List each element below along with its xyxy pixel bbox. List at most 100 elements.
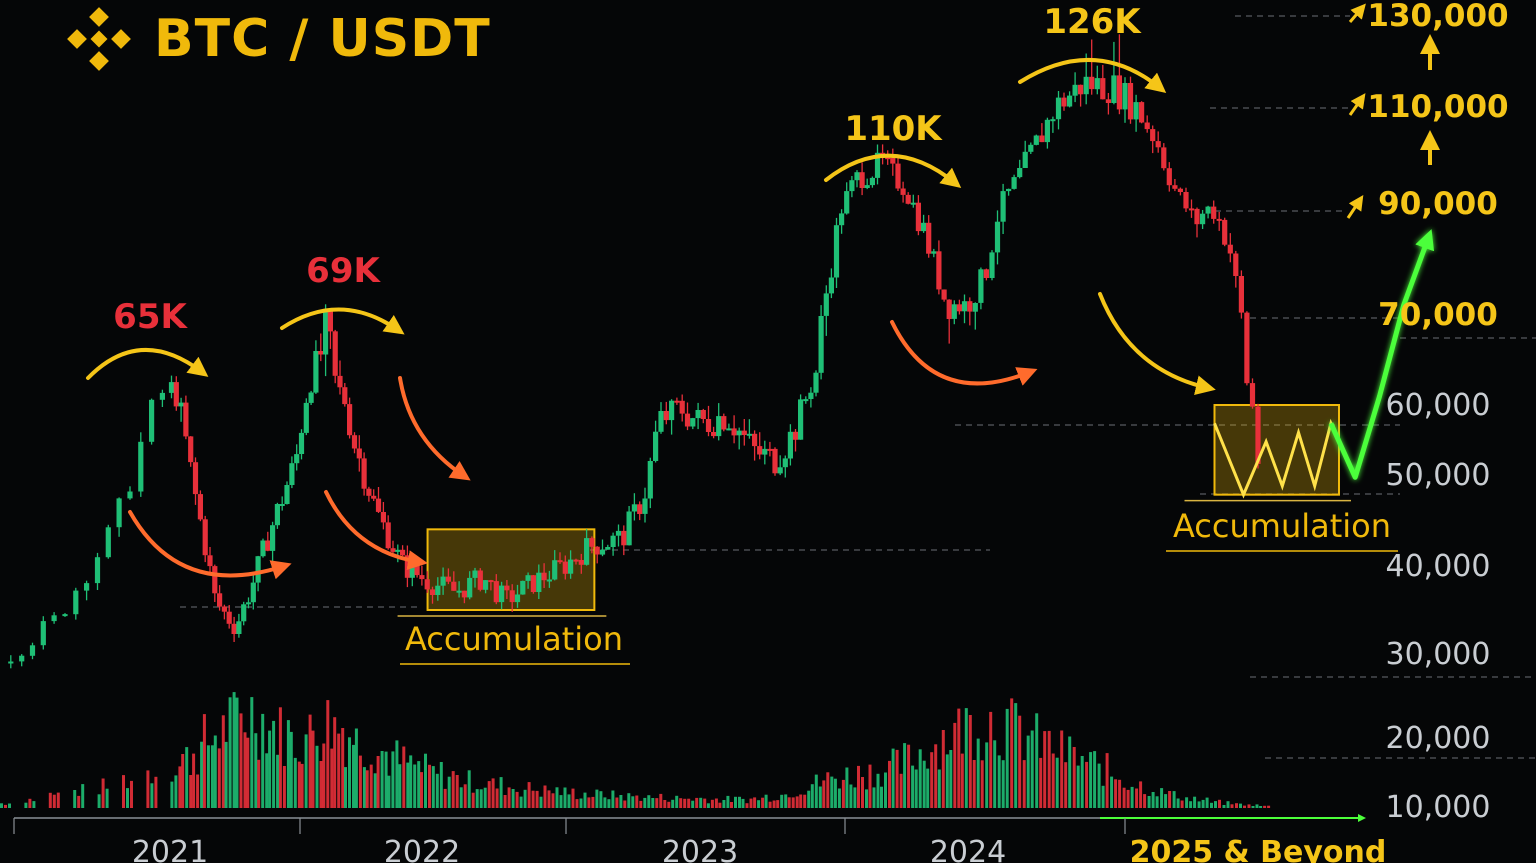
volume-bar xyxy=(289,731,293,808)
candle-body xyxy=(245,602,252,605)
candle-body xyxy=(327,309,333,332)
candle-body xyxy=(289,463,295,485)
candle-body xyxy=(762,448,768,455)
volume-bar xyxy=(891,748,895,808)
target-arrow xyxy=(1348,93,1366,116)
trend-arrows xyxy=(86,3,1440,580)
volume-bar xyxy=(1089,752,1093,808)
candle-body xyxy=(1039,135,1045,143)
candle-body xyxy=(642,498,648,514)
volume-bar xyxy=(354,728,358,808)
volume-bar xyxy=(603,797,607,808)
volume-bar xyxy=(1263,805,1267,808)
volume-bar xyxy=(330,748,334,808)
volume-bar xyxy=(551,793,555,808)
candle-body xyxy=(467,577,473,598)
volume-bar xyxy=(703,798,707,808)
candle-body xyxy=(1227,244,1233,254)
volume-bar xyxy=(761,797,765,808)
volume-bar xyxy=(420,772,423,808)
price-tick-label: 50,000 xyxy=(1386,458,1491,493)
candle-body xyxy=(1172,185,1178,189)
volume-bar xyxy=(495,788,499,808)
candle-body xyxy=(584,538,590,565)
candle-body xyxy=(1055,97,1062,120)
trend-arrow xyxy=(398,376,471,481)
candle-body xyxy=(127,491,133,499)
volume-bar xyxy=(547,790,551,808)
volume-bar xyxy=(849,784,853,808)
candle-body xyxy=(483,580,489,590)
volume-bar xyxy=(1193,796,1197,808)
volume-bar xyxy=(348,737,351,808)
candle-body xyxy=(926,222,932,254)
volume-bar xyxy=(311,730,315,808)
chart-title: BTC / USDT xyxy=(154,9,491,69)
volume-bar xyxy=(387,775,391,808)
volume-bar xyxy=(814,774,818,808)
candle-body xyxy=(541,572,547,581)
volume-bar xyxy=(443,788,447,808)
trend-arrow xyxy=(128,510,292,580)
candle-body xyxy=(380,512,386,523)
volume-bar xyxy=(563,787,567,808)
candle-body xyxy=(941,289,947,300)
price-tick-label: 110,000 xyxy=(1367,89,1508,125)
candle-body xyxy=(168,382,175,393)
candle-body xyxy=(29,645,36,656)
candle-body xyxy=(1139,102,1145,123)
volume-bar xyxy=(980,760,984,808)
volume-bar xyxy=(341,728,345,808)
volume-bar xyxy=(1239,803,1242,808)
volume-bar xyxy=(337,733,341,808)
volume-bar xyxy=(395,740,399,808)
volume-bar xyxy=(250,697,254,808)
candle-body xyxy=(337,375,343,388)
target-arrow xyxy=(1346,195,1364,219)
volume-bar xyxy=(899,773,903,808)
volume-bar xyxy=(587,797,591,808)
candle-body xyxy=(40,621,46,646)
candle-body xyxy=(1133,102,1139,120)
candle-body xyxy=(94,557,101,584)
candle-body xyxy=(653,431,659,461)
candle-body xyxy=(1022,151,1028,168)
candle-body xyxy=(347,404,353,436)
volume-bar xyxy=(611,790,615,808)
volume-bar xyxy=(1022,760,1026,808)
price-tick-label: 60,000 xyxy=(1386,388,1491,423)
candle-body xyxy=(1144,122,1150,130)
volume-bar xyxy=(1097,763,1101,808)
volume-bar xyxy=(1122,787,1126,808)
accumulation-zone xyxy=(1213,404,1340,496)
volume-bar xyxy=(254,733,258,808)
candle-body xyxy=(514,594,521,603)
price-tick-label: 20,000 xyxy=(1386,721,1491,756)
candle-body xyxy=(1166,168,1172,186)
volume-bar xyxy=(376,756,380,808)
volume-bar xyxy=(1164,794,1168,808)
volume-bar xyxy=(985,742,989,808)
volume-bar xyxy=(1051,753,1055,808)
candle-body xyxy=(1244,312,1250,384)
candle-body xyxy=(885,157,891,160)
volume-bar xyxy=(1001,760,1005,808)
volume-bar xyxy=(930,752,934,808)
volume-bar xyxy=(949,750,953,808)
volume-bar xyxy=(655,798,659,808)
volume-bar xyxy=(857,765,860,808)
candle-body xyxy=(105,527,111,558)
volume-bar xyxy=(706,803,710,808)
volume-bar xyxy=(1189,801,1193,808)
volume-bar xyxy=(1005,708,1009,808)
candle-body xyxy=(445,576,451,582)
candle-body xyxy=(936,251,942,290)
candle-body xyxy=(859,172,865,188)
candle-body xyxy=(890,157,896,164)
volume-bar xyxy=(738,796,741,808)
candle-body xyxy=(217,593,223,607)
candle-body xyxy=(562,561,568,574)
volume-bar xyxy=(308,714,312,808)
volume-bar xyxy=(1080,756,1084,808)
volume-bar xyxy=(146,770,150,808)
